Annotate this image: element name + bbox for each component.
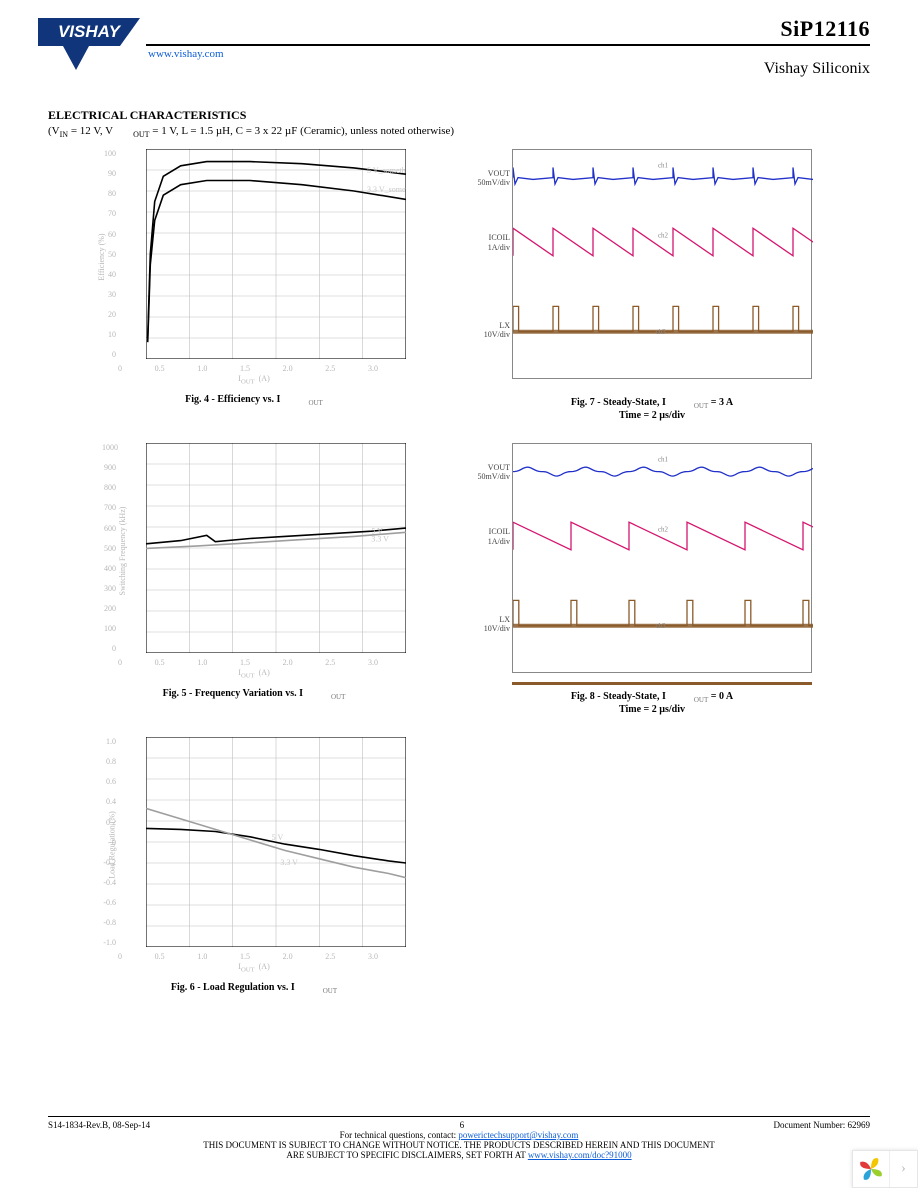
section-title: ELECTRICAL CHARACTERISTICS: [48, 108, 870, 123]
fig4-chart: Efficiency (%) 1009080706050403020100 5 …: [74, 149, 434, 364]
fig7-caption: Fig. 7 - Steady-State, IOUT = 3 A Time =…: [462, 397, 842, 421]
footer-right: Document Number: 62969: [774, 1120, 870, 1130]
fig6-cell: Load Regulation (%) 1.00.80.60.40.20-0.2…: [74, 737, 434, 995]
svg-text:3.3 V: 3.3 V: [280, 858, 298, 867]
footer-techq: For technical questions, contact:: [340, 1130, 456, 1140]
fig6-svg: 5 V 3.3 V: [146, 737, 406, 947]
fig5-caption: Fig. 5 - Frequency Variation vs. IOUT: [74, 688, 434, 701]
fig8-cell: VOUT50mV/divICOIL1A/divLX10V/divch1ch2ch…: [462, 443, 842, 715]
fig6-caption: Fig. 6 - Load Regulation vs. IOUT: [74, 982, 434, 995]
fig6-xticks: 00.51.01.52.02.53.0: [118, 952, 378, 961]
figure-grid: Efficiency (%) 1009080706050403020100 5 …: [74, 149, 870, 995]
fig6-yticks: 1.00.80.60.40.20-0.2-0.4-0.6-0.8-1.0: [102, 737, 116, 947]
test-conditions: (VIN = 12 V, VOUT = 1 V, L = 1.5 µH, C =…: [48, 125, 870, 139]
fig7-cell: VOUT50mV/divICOIL1A/divLX10V/divch1ch2ch…: [462, 149, 842, 421]
fig5-yticks: 10009008007006005004003002001000: [102, 443, 116, 653]
widget-arrow-icon[interactable]: ›: [889, 1151, 917, 1187]
footer-email-link[interactable]: powerictechsupport@vishay.com: [458, 1130, 578, 1140]
fig7-scope: VOUT50mV/divICOIL1A/divLX10V/divch1ch2ch…: [462, 149, 842, 389]
footer-disclaimer2: ARE SUBJECT TO SPECIFIC DISCLAIMERS, SET…: [48, 1150, 870, 1160]
fig4-xlabel: IOUT (A): [74, 374, 434, 386]
header-rule: [146, 44, 870, 46]
fig8-scope: VOUT50mV/divICOIL1A/divLX10V/divch1ch2ch…: [462, 443, 842, 683]
fig5-svg: 5 V3.3 V: [146, 443, 406, 653]
footer: S14-1834-Rev.B, 08-Sep-14 6 Document Num…: [48, 1116, 870, 1160]
svg-text:ch2: ch2: [658, 232, 669, 240]
fig6-xlabel: IOUT (A): [74, 962, 434, 974]
svg-text:3.3 V: 3.3 V: [371, 535, 389, 544]
fig4-cell: Efficiency (%) 1009080706050403020100 5 …: [74, 149, 434, 421]
fig5-xticks: 00.51.01.52.02.53.0: [118, 658, 378, 667]
fig8-caption: Fig. 8 - Steady-State, IOUT = 0 A Time =…: [462, 691, 842, 715]
header-url[interactable]: www.vishay.com: [148, 48, 224, 60]
footer-page: 6: [460, 1120, 465, 1130]
fig4-caption: Fig. 4 - Efficiency vs. IOUT: [74, 394, 434, 407]
svg-text:3.3 V_something: 3.3 V_something: [367, 185, 406, 194]
svg-text:ch3: ch3: [656, 328, 667, 336]
fig6-chart: Load Regulation (%) 1.00.80.60.40.20-0.2…: [74, 737, 434, 952]
fig4-xticks: 00.51.01.52.02.53.0: [118, 364, 378, 373]
vishay-logo: VISHAY: [38, 18, 140, 76]
fig4-svg: 5 V_something 3.3 V_something: [146, 149, 406, 359]
logo-text: VISHAY: [58, 22, 122, 41]
svg-text:ch3: ch3: [656, 622, 667, 630]
footer-disclaimer1: THIS DOCUMENT IS SUBJECT TO CHANGE WITHO…: [48, 1140, 870, 1150]
subsidiary: Vishay Siliconix: [764, 60, 870, 78]
fig5-cell: Switching Frequency (kHz) 10009008007006…: [74, 443, 434, 715]
widget-pinwheel-icon: [853, 1151, 889, 1187]
part-number: SiP12116: [780, 16, 870, 42]
svg-text:5 V_something: 5 V_something: [367, 166, 406, 175]
fig5-chart: Switching Frequency (kHz) 10009008007006…: [74, 443, 434, 658]
header: VISHAY www.vishay.com SiP12116 Vishay Si…: [48, 22, 870, 100]
page-widget[interactable]: ›: [852, 1150, 918, 1188]
footer-disclaimer-link[interactable]: www.vishay.com/doc?91000: [528, 1150, 632, 1160]
svg-text:ch1: ch1: [658, 455, 669, 463]
fig4-yticks: 1009080706050403020100: [102, 149, 116, 359]
footer-left: S14-1834-Rev.B, 08-Sep-14: [48, 1120, 150, 1130]
svg-text:5 V: 5 V: [272, 833, 284, 842]
fig5-xlabel: IOUT (A): [74, 668, 434, 680]
svg-text:ch2: ch2: [658, 526, 669, 534]
fig5-ylabel: Switching Frequency (kHz): [118, 506, 127, 595]
svg-text:ch1: ch1: [658, 161, 669, 169]
